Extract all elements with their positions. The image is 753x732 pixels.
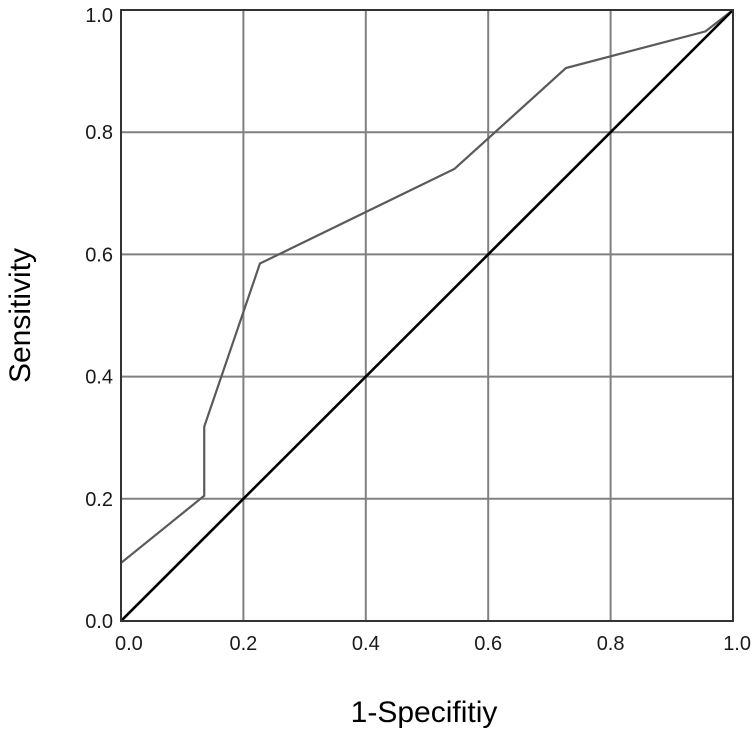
plot-frame — [120, 9, 734, 622]
x-tick-labels: 0.0 0.2 0.4 0.6 0.8 1.0 — [115, 633, 751, 655]
series-layer — [120, 9, 734, 622]
x-tick-label: 0.6 — [474, 633, 502, 655]
y-tick-label: 0.0 — [85, 611, 113, 633]
y-tick-label: 0.6 — [85, 244, 113, 266]
y-axis-title: Sensitivity — [4, 248, 37, 383]
x-axis-title: 1-Specifitiy — [351, 696, 498, 729]
x-tick-label: 0.0 — [115, 633, 143, 655]
x-tick-label: 0.4 — [352, 633, 380, 655]
reference-line — [120, 9, 734, 622]
y-tick-label: 1.0 — [85, 5, 113, 27]
y-tick-label: 0.8 — [85, 122, 113, 144]
y-tick-label: 0.4 — [85, 367, 113, 389]
y-tick-label: 0.2 — [85, 489, 113, 511]
x-tick-label: 0.2 — [229, 633, 257, 655]
x-tick-label: 1.0 — [723, 633, 751, 655]
grid-lines — [121, 10, 733, 621]
y-tick-labels: 0.0 0.2 0.4 0.6 0.8 1.0 — [85, 5, 113, 633]
roc-curve — [120, 9, 734, 564]
x-tick-label: 0.8 — [597, 633, 625, 655]
